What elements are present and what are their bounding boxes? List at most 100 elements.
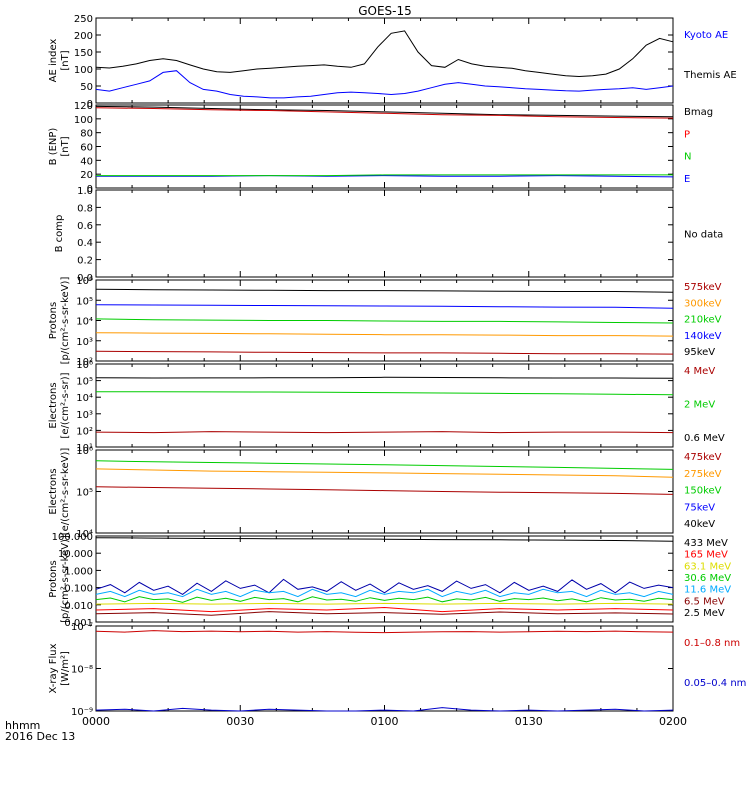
y-axis-label: B (ENP) [48, 128, 59, 166]
series-0-1-0-8-nm [95, 630, 674, 634]
panel-frame [95, 363, 674, 448]
panel-frame [95, 625, 674, 712]
y-tick-label: 10² [76, 426, 93, 437]
series-95kev [95, 288, 674, 293]
y-tick-label: 1.0 [77, 186, 93, 197]
legend-entry: 165 MeV [684, 550, 728, 561]
panel-2: 0 20 40 60 80 100 120 B (ENP) [nT] Bmag P NE [48, 101, 713, 195]
legend-entry: 2.5 MeV [684, 608, 725, 619]
y-axis-label: [p/(cm²-s-sr-keV)] [60, 535, 71, 623]
y-axis-label: [nT] [60, 136, 71, 156]
x-axis-date-label: 2016 Dec 13 [5, 730, 75, 743]
y-tick-label: 0.2 [77, 256, 93, 267]
y-tick-label: 250 [74, 14, 93, 25]
panel-5: 10¹ 10² 10³ 10⁴ 10⁵ 10⁶ Electrons [e/(cm²-s-sr)… [48, 360, 725, 454]
y-tick-label: 120 [74, 101, 93, 112]
series-n [96, 174, 673, 177]
legend-entry: 433 MeV [684, 538, 728, 549]
series-475kev [95, 486, 674, 495]
series-e [96, 175, 674, 178]
series-433-mev [95, 537, 674, 542]
y-tick-label: 0.0 [77, 273, 93, 284]
y-tick-label: 40 [80, 156, 93, 167]
y-tick-label: 0.010 [64, 601, 93, 612]
series-6-5-mev [95, 578, 674, 595]
y-axis-label: Electrons [48, 468, 59, 514]
y-axis-label: AE index [48, 39, 59, 83]
legend-entry: P [684, 129, 690, 140]
x-tick-label: 0100 [371, 715, 399, 728]
legend-entry: 4 MeV [684, 366, 715, 377]
legend-entry: 63.1 MeV [684, 561, 731, 572]
y-tick-label: 10⁻⁷ [71, 622, 93, 633]
legend-entry: Themis AE [683, 70, 737, 81]
y-axis-label: [W/m²] [60, 651, 71, 686]
y-tick-label: 10³ [76, 410, 93, 421]
series-kyoto-ae [95, 70, 674, 99]
y-axis-label: Protons [48, 560, 59, 597]
x-tick-label: 0030 [226, 715, 254, 728]
panel-frame [95, 189, 674, 278]
series-63-1-mev [95, 602, 674, 605]
series-2-mev [95, 391, 674, 396]
y-tick-label: 0 [87, 99, 93, 110]
y-tick-label: 0.001 [64, 618, 93, 629]
series-275kev [95, 468, 674, 478]
legend-entry: 40keV [684, 519, 715, 530]
y-axis-label: [e/(cm²-s-sr)] [60, 372, 71, 438]
series-140kev [95, 304, 674, 309]
x-tick-label: 0000 [82, 715, 110, 728]
legend-entry: E [684, 174, 690, 185]
legend-entry: 6.5 MeV [684, 596, 725, 607]
y-tick-label: 10⁴ [76, 529, 93, 540]
series-11-6-mev [95, 588, 674, 598]
x-axis-hhmm-label: hhmm [5, 719, 40, 732]
series-bmag [95, 105, 674, 118]
y-tick-label: 60 [80, 143, 93, 154]
legend-entry: 275keV [684, 469, 722, 480]
y-tick-label: 0.100 [64, 584, 93, 595]
y-tick-label: 10⁵ [76, 296, 93, 307]
legend-entry: 95keV [684, 347, 715, 358]
y-tick-label: 0.6 [77, 221, 93, 232]
legend-entry: Bmag [684, 107, 713, 118]
y-axis-label: [e/(cm²-s-sr-keV)] [60, 448, 71, 536]
y-tick-label: 100.000 [52, 532, 93, 543]
legend-entry: 75keV [684, 502, 715, 513]
legend-entry: N [684, 152, 691, 163]
series-575kev [95, 350, 674, 355]
series-0-6-mev [95, 376, 674, 379]
legend-entry: Kyoto AE [684, 30, 728, 41]
legend-entry: 575keV [684, 282, 722, 293]
panel-8: 10⁻⁹ 10⁻⁸ 10⁻⁷ X-ray Flux [W/m²] 0.1–0.8 nm 0.… [48, 622, 746, 718]
legend-entry: 300keV [684, 298, 722, 309]
y-axis-label: [nT] [60, 50, 71, 70]
y-tick-label: 10³ [76, 337, 93, 348]
series-0-05-0-4-nm [95, 707, 674, 712]
y-tick-label: 200 [74, 31, 93, 42]
legend-entry: No data [684, 230, 723, 241]
series-themis-ae [95, 30, 674, 78]
y-tick-label: 50 [80, 82, 93, 93]
legend-entry: 0.05–0.4 nm [684, 678, 746, 689]
series-300kev [95, 332, 674, 337]
y-tick-label: 10⁶ [76, 360, 93, 371]
legend-entry: 0.6 MeV [684, 433, 725, 444]
panel-7: 0.001 0.010 0.100 1.000 10.000 100.000 Protons… [48, 532, 731, 629]
y-tick-label: 1.000 [64, 566, 93, 577]
series-2-5-mev [95, 611, 674, 616]
y-tick-label: 0.4 [77, 238, 93, 249]
y-tick-label: 80 [80, 129, 93, 140]
y-tick-label: 10⁴ [76, 393, 93, 404]
y-tick-label: 10² [76, 357, 93, 368]
y-tick-label: 10⁶ [76, 446, 93, 457]
y-tick-label: 10¹ [76, 443, 93, 454]
y-tick-label: 10⁵ [76, 488, 93, 499]
panel-6: 10⁴ 10⁵ 10⁶ Electrons [e/(cm²-s-sr-keV)] 475k… [48, 446, 722, 540]
legend-entry: 0.1–0.8 nm [684, 638, 740, 649]
y-axis-label: B comp [54, 215, 65, 253]
legend-entry: 11.6 MeV [684, 585, 731, 596]
chart-title: GOES-15 [358, 4, 412, 18]
y-tick-label: 10⁵ [76, 377, 93, 388]
y-axis-label: [p/(cm²-s-sr-keV)] [60, 277, 71, 365]
